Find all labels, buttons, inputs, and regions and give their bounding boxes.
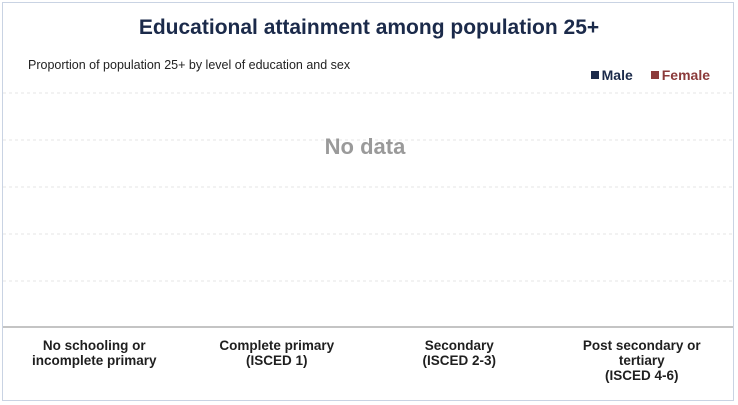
no-data-message: No data — [324, 134, 406, 159]
legend-swatch-male — [590, 71, 599, 79]
x-tick-label-1: Complete primary (ISCED 1) — [219, 338, 335, 368]
legend-label-female: Female — [661, 67, 710, 83]
chart-title: Educational attainment among population … — [138, 16, 600, 39]
legend-item-female[interactable]: Female — [650, 67, 710, 83]
chart-subtitle: Proportion of population 25+ by level of… — [28, 58, 351, 72]
chart-frame — [2, 2, 734, 401]
chart-legend: Male Female — [590, 67, 710, 83]
legend-swatch-female — [650, 71, 659, 79]
legend-item-male[interactable]: Male — [590, 67, 633, 83]
x-tick-label-0: No schooling or incomplete primary — [31, 338, 157, 368]
x-tick-label-2: Secondary (ISCED 2-3) — [422, 338, 496, 368]
legend-label-male: Male — [601, 67, 633, 83]
x-tick-label-3: Post secondary or tertiary (ISCED 4-6) — [582, 338, 701, 383]
